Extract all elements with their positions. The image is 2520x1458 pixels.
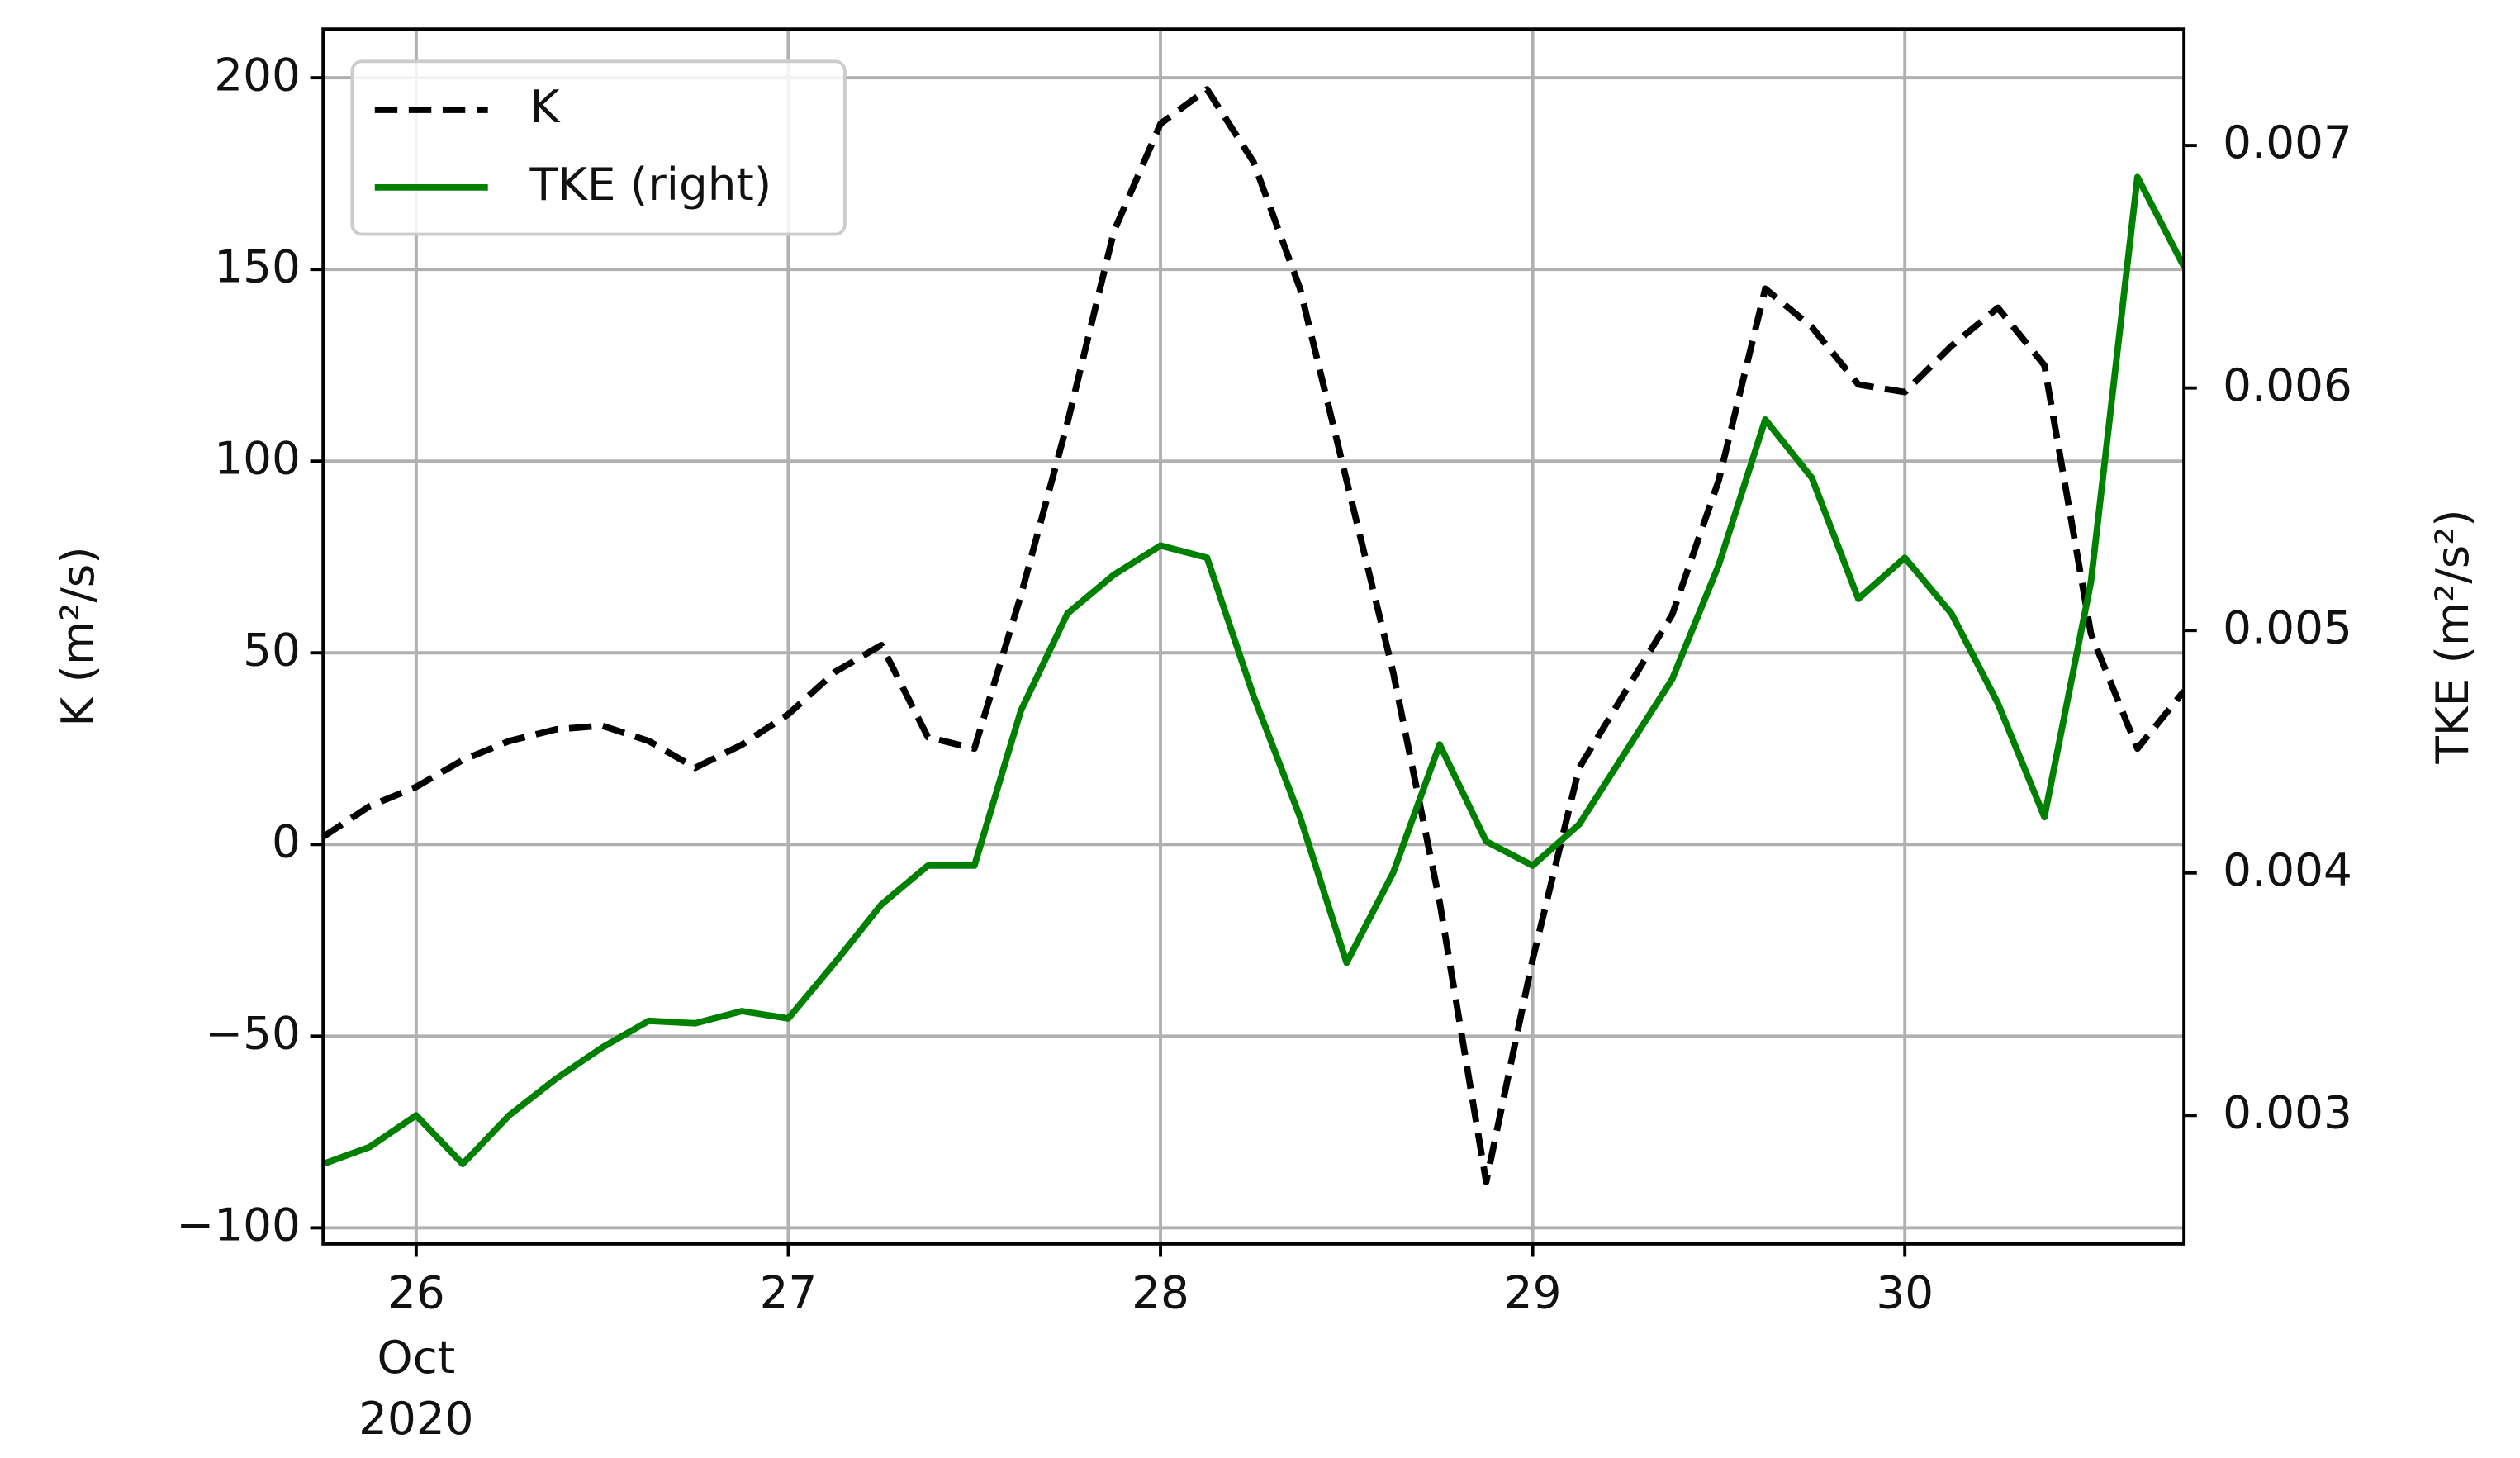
legend-label: K <box>530 80 562 133</box>
x-tick-label: 29 <box>1504 1266 1562 1319</box>
y2-tick-label: 0.004 <box>2223 843 2352 896</box>
y-axis-label: K (m²/s) <box>51 546 104 726</box>
x-tick-label: 27 <box>760 1266 818 1319</box>
y-tick-label: −100 <box>176 1199 300 1251</box>
x-tick-label: 26 <box>387 1266 445 1319</box>
y2-tick-label: 0.007 <box>2223 116 2352 169</box>
series-line <box>323 86 2185 1185</box>
y2-axis-label: TKE (m²/s²) <box>2426 509 2479 764</box>
legend-label: TKE (right) <box>529 158 772 211</box>
x-tick-label: 28 <box>1132 1266 1189 1319</box>
y2-tick-label: 0.003 <box>2223 1085 2352 1138</box>
y-tick-label: 150 <box>214 240 301 292</box>
y2-tick-label: 0.006 <box>2223 359 2352 411</box>
y-tick-label: 100 <box>214 431 301 484</box>
plot-frame <box>321 27 2186 1246</box>
x-tick-sublabel: Oct <box>377 1331 456 1384</box>
x-tick-sublabel: 2020 <box>358 1392 473 1445</box>
y2-tick-label: 0.005 <box>2223 601 2352 653</box>
y-tick-label: 200 <box>214 48 301 101</box>
x-tick-label: 30 <box>1876 1266 1934 1319</box>
y-tick-label: 50 <box>243 623 301 676</box>
series-line <box>323 173 2185 1167</box>
y-tick-label: 0 <box>272 814 301 867</box>
y-tick-label: −50 <box>205 1006 301 1059</box>
legend-box <box>350 59 847 236</box>
